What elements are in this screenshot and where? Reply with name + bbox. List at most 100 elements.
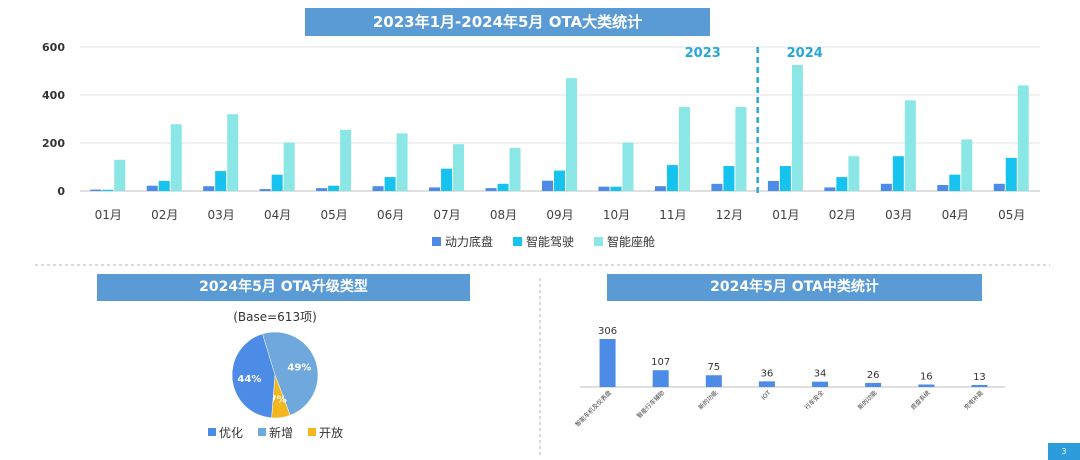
mid-category-label: 底盘系统 [909, 389, 932, 412]
mid-bar-value-label: 16 [920, 371, 933, 382]
y-tick-label: 600 [42, 41, 65, 54]
x-tick-label: 04月 [942, 208, 969, 222]
bar-动力底盘-2 [203, 186, 215, 191]
bar-智能驾驶-14 [892, 156, 904, 191]
bar-智能座舱-6 [453, 144, 465, 191]
x-tick-label: 01月 [95, 208, 122, 222]
bar-动力底盘-13 [824, 187, 836, 191]
mid-category-title-banner: 2024年5月 OTA中类统计 [607, 274, 982, 301]
bar-智能座舱-4 [340, 129, 352, 191]
pie-legend-label-2: 开放 [319, 425, 343, 440]
bar-智能座舱-10 [678, 107, 690, 191]
bar-动力底盘-5 [372, 186, 384, 191]
x-tick-label: 05月 [320, 208, 347, 222]
x-tick-label: 04月 [264, 208, 291, 222]
x-tick-label: 01月 [772, 208, 799, 222]
pie-legend-label-1: 新增 [269, 425, 293, 440]
mid-bar-5 [865, 382, 882, 387]
bar-动力底盘-12 [767, 180, 779, 191]
mid-bar-value-label: 34 [814, 369, 827, 380]
bar-动力底盘-16 [993, 183, 1005, 191]
bar-智能座舱-2 [227, 114, 239, 191]
legend-swatch-0 [432, 237, 441, 246]
x-tick-label: 10月 [603, 208, 630, 222]
mid-bar-value-label: 306 [598, 326, 617, 337]
y-tick-label: 400 [42, 89, 65, 102]
x-tick-label: 12月 [716, 208, 743, 222]
bar-动力底盘-11 [711, 183, 723, 191]
mid-bar-0 [599, 339, 616, 387]
legend-label-1: 智能驾驶 [526, 234, 574, 249]
legend-label-0: 动力底盘 [445, 234, 493, 249]
bar-智能驾驶-4 [328, 185, 340, 191]
pie-label-优化: 44% [237, 374, 261, 385]
x-tick-label: 03月 [208, 208, 235, 222]
bar-动力底盘-10 [654, 186, 666, 191]
mid-bar-1 [652, 370, 669, 387]
mid-category-label: 智能行车辅助 [635, 389, 666, 420]
x-tick-label: 02月 [829, 208, 856, 222]
x-tick-label: 02月 [151, 208, 178, 222]
mid-category-label: IOT [760, 389, 772, 401]
pie-legend-swatch-1 [258, 428, 266, 436]
bar-智能驾驶-6 [441, 168, 453, 191]
bar-智能驾驶-2 [215, 171, 227, 191]
mid-bar-value-label: 26 [867, 370, 880, 381]
mid-bar-4 [812, 381, 829, 387]
top-chart-title-banner: 2023年1月-2024年5月 OTA大类统计 [305, 8, 710, 36]
pie-label-新增: 49% [287, 363, 311, 374]
bar-智能座舱-13 [848, 156, 860, 191]
mid-bar-3 [758, 381, 775, 387]
bar-动力底盘-6 [429, 187, 441, 191]
mid-bar-6 [918, 384, 935, 387]
year-label-2023: 2023 [685, 46, 721, 61]
bar-动力底盘-9 [598, 186, 610, 191]
bar-智能驾驶-0 [102, 189, 114, 191]
x-tick-label: 07月 [433, 208, 460, 222]
bar-智能座舱-5 [396, 133, 408, 191]
bar-动力底盘-3 [259, 189, 271, 191]
bar-智能驾驶-9 [610, 186, 622, 191]
bar-智能座舱-8 [566, 78, 577, 191]
year-label-2024: 2024 [787, 46, 823, 61]
bar-动力底盘-4 [316, 188, 328, 191]
legend-label-2: 智能座舱 [607, 234, 655, 249]
bar-智能驾驶-8 [554, 170, 565, 191]
bar-智能座舱-16 [1017, 85, 1029, 191]
y-tick-label: 0 [57, 185, 65, 198]
bar-智能座舱-15 [961, 139, 973, 191]
mid-category-label: 行车安全 [803, 389, 826, 412]
legend-swatch-1 [513, 237, 522, 246]
x-tick-label: 06月 [377, 208, 404, 222]
mid-bar-7 [971, 384, 988, 387]
bar-智能座舱-0 [114, 159, 126, 191]
pie-chart-title-banner: 2024年5月 OTA升级类型 [97, 274, 470, 301]
legend-swatch-2 [594, 237, 603, 246]
bar-智能驾驶-3 [271, 174, 283, 191]
mid-bar-value-label: 107 [651, 357, 670, 368]
bar-动力底盘-1 [146, 185, 158, 191]
bar-智能座舱-1 [170, 124, 182, 191]
bar-智能驾驶-16 [1005, 157, 1017, 191]
bar-智能座舱-12 [791, 65, 803, 191]
pie-label-开放: 7% [270, 394, 287, 405]
mid-category-label: 新的功能 [856, 389, 879, 412]
bar-智能驾驶-7 [497, 183, 509, 191]
page-number: 3 [1048, 443, 1080, 460]
bar-智能座舱-11 [735, 107, 747, 191]
bar-动力底盘-7 [485, 188, 497, 191]
bar-动力底盘-15 [937, 185, 949, 191]
mid-bar-value-label: 36 [761, 368, 774, 379]
pie-base-subtitle: (Base=613项) [233, 310, 317, 324]
bar-智能座舱-14 [904, 100, 916, 191]
pie-slice-新增 [262, 331, 319, 416]
x-tick-label: 11月 [659, 208, 686, 222]
mid-category-label: 智能车机及仪表盘 [573, 389, 613, 429]
pie-legend-swatch-2 [308, 428, 316, 436]
mid-category-label: 充电补能 [962, 389, 985, 412]
pie-legend-label-0: 优化 [219, 426, 243, 440]
x-tick-label: 05月 [998, 208, 1025, 222]
bar-智能驾驶-12 [779, 166, 791, 191]
y-tick-label: 200 [42, 137, 65, 150]
